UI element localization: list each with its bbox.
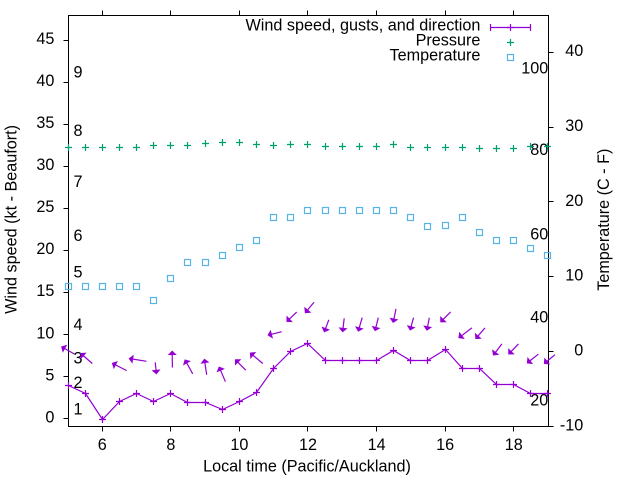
- svg-text:45: 45: [36, 30, 54, 48]
- svg-text:80: 80: [530, 141, 548, 159]
- svg-text:10: 10: [565, 267, 583, 285]
- svg-text:40: 40: [565, 42, 583, 60]
- svg-text:0: 0: [45, 408, 54, 426]
- svg-text:16: 16: [436, 436, 454, 454]
- svg-text:20: 20: [36, 240, 54, 258]
- svg-text:Pressure: Pressure: [416, 32, 481, 50]
- svg-text:6: 6: [73, 227, 82, 245]
- svg-text:Temperature: Temperature: [390, 47, 481, 65]
- svg-text:6: 6: [98, 436, 107, 454]
- svg-text:8: 8: [73, 122, 82, 140]
- svg-text:5: 5: [73, 264, 82, 282]
- svg-text:60: 60: [530, 225, 548, 243]
- svg-text:1: 1: [73, 401, 82, 419]
- svg-text:8: 8: [166, 436, 175, 454]
- svg-text:30: 30: [36, 156, 54, 174]
- svg-text:4: 4: [73, 316, 82, 334]
- svg-text:15: 15: [36, 282, 54, 300]
- svg-text:35: 35: [36, 114, 54, 132]
- svg-text:0: 0: [574, 342, 583, 360]
- svg-text:100: 100: [521, 60, 548, 78]
- svg-text:Wind speed, gusts, and directi: Wind speed, gusts, and direction: [246, 16, 481, 34]
- svg-text:10: 10: [36, 324, 54, 342]
- svg-text:7: 7: [73, 173, 82, 191]
- svg-text:2: 2: [73, 374, 82, 392]
- svg-text:25: 25: [36, 198, 54, 216]
- svg-text:5: 5: [45, 366, 54, 384]
- svg-text:9: 9: [73, 64, 82, 82]
- svg-text:18: 18: [505, 436, 523, 454]
- svg-text:20: 20: [565, 192, 583, 210]
- svg-text:14: 14: [368, 436, 386, 454]
- svg-text:10: 10: [230, 436, 248, 454]
- svg-text:40: 40: [530, 308, 548, 326]
- svg-text:Temperature (C - F): Temperature (C - F): [595, 149, 613, 291]
- svg-text:12: 12: [299, 436, 317, 454]
- svg-text:40: 40: [36, 72, 54, 90]
- svg-text:3: 3: [73, 350, 82, 368]
- svg-text:20: 20: [530, 391, 548, 409]
- svg-text:-10: -10: [560, 416, 583, 434]
- svg-text:Wind speed (kt - Beaufort): Wind speed (kt - Beaufort): [2, 125, 20, 314]
- svg-text:Local time (Pacific/Auckland): Local time (Pacific/Auckland): [203, 458, 411, 476]
- svg-text:30: 30: [565, 117, 583, 135]
